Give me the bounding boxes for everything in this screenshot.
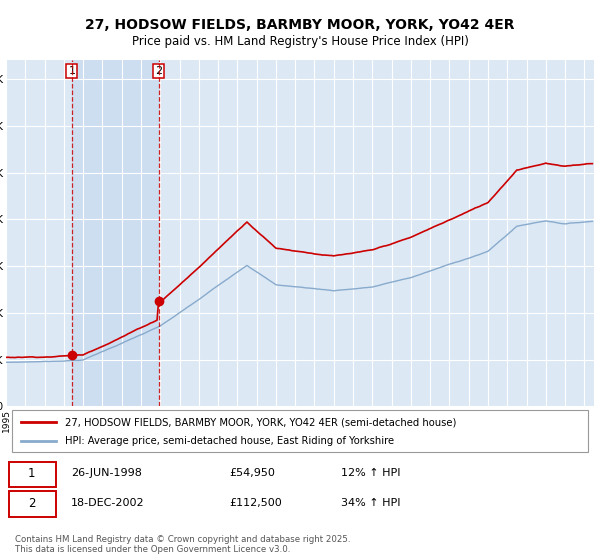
Bar <box>12 410 588 452</box>
Text: 26-JUN-1998: 26-JUN-1998 <box>71 468 142 478</box>
Text: 2: 2 <box>155 66 162 76</box>
FancyBboxPatch shape <box>9 491 56 517</box>
Text: HPI: Average price, semi-detached house, East Riding of Yorkshire: HPI: Average price, semi-detached house,… <box>65 436 394 446</box>
Text: Contains HM Land Registry data © Crown copyright and database right 2025.
This d: Contains HM Land Registry data © Crown c… <box>15 535 350 554</box>
Text: 1: 1 <box>68 66 76 76</box>
FancyBboxPatch shape <box>9 461 56 487</box>
Text: 34% ↑ HPI: 34% ↑ HPI <box>341 498 401 508</box>
Text: Price paid vs. HM Land Registry's House Price Index (HPI): Price paid vs. HM Land Registry's House … <box>131 35 469 48</box>
Text: 12% ↑ HPI: 12% ↑ HPI <box>341 468 401 478</box>
Text: 27, HODSOW FIELDS, BARMBY MOOR, YORK, YO42 4ER (semi-detached house): 27, HODSOW FIELDS, BARMBY MOOR, YORK, YO… <box>65 417 456 427</box>
Text: £54,950: £54,950 <box>229 468 275 478</box>
Bar <box>72 60 158 406</box>
Text: £112,500: £112,500 <box>229 498 282 508</box>
Text: 27, HODSOW FIELDS, BARMBY MOOR, YORK, YO42 4ER: 27, HODSOW FIELDS, BARMBY MOOR, YORK, YO… <box>85 18 515 32</box>
Text: 18-DEC-2002: 18-DEC-2002 <box>71 498 145 508</box>
Text: 2: 2 <box>28 497 35 510</box>
Text: 1: 1 <box>28 467 35 480</box>
